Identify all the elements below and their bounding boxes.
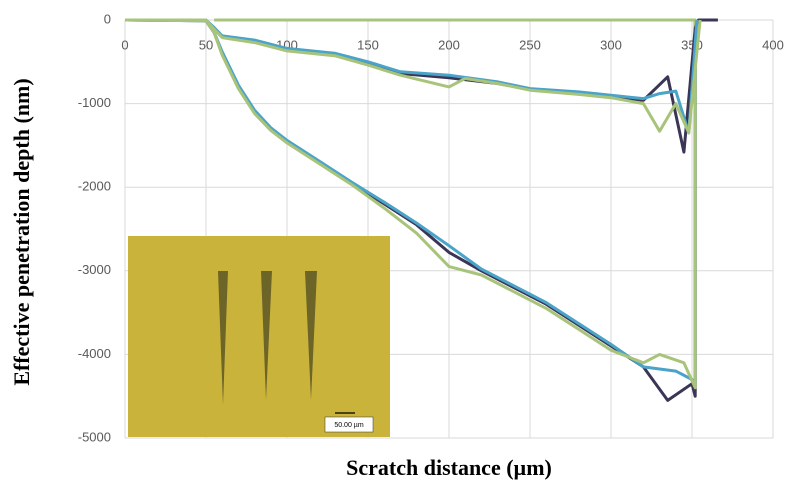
scratch-track [218,271,228,405]
y-tick-label: -2000 [78,179,111,194]
y-tick-label: -3000 [78,262,111,277]
x-tick-label: 0 [121,37,128,52]
scale-label: 50.00 µm [334,422,363,429]
y-tick-label: -1000 [78,95,111,110]
x-tick-label: 50 [199,37,213,52]
scale-box [324,416,374,433]
y-axis-title: Effective penetration depth (nm) [9,78,34,385]
inset-background [128,236,390,437]
x-tick-label: 250 [519,37,541,52]
inset-micrograph: 50.00 µm [128,236,390,437]
data-line [125,18,702,135]
y-tick-label: 0 [104,11,111,26]
x-tick-label: 400 [762,37,784,52]
data-line [125,18,718,154]
x-axis-title: Scratch distance (µm) [346,455,552,480]
x-tick-label: 200 [438,37,460,52]
scratch-track [261,271,272,400]
y-tick-label: -5000 [78,429,111,444]
x-tick-label: 300 [600,37,622,52]
x-tick-label: 150 [357,37,379,52]
y-tick-label: -4000 [78,346,111,361]
data-line [124,18,697,390]
scratch-track [305,271,317,400]
